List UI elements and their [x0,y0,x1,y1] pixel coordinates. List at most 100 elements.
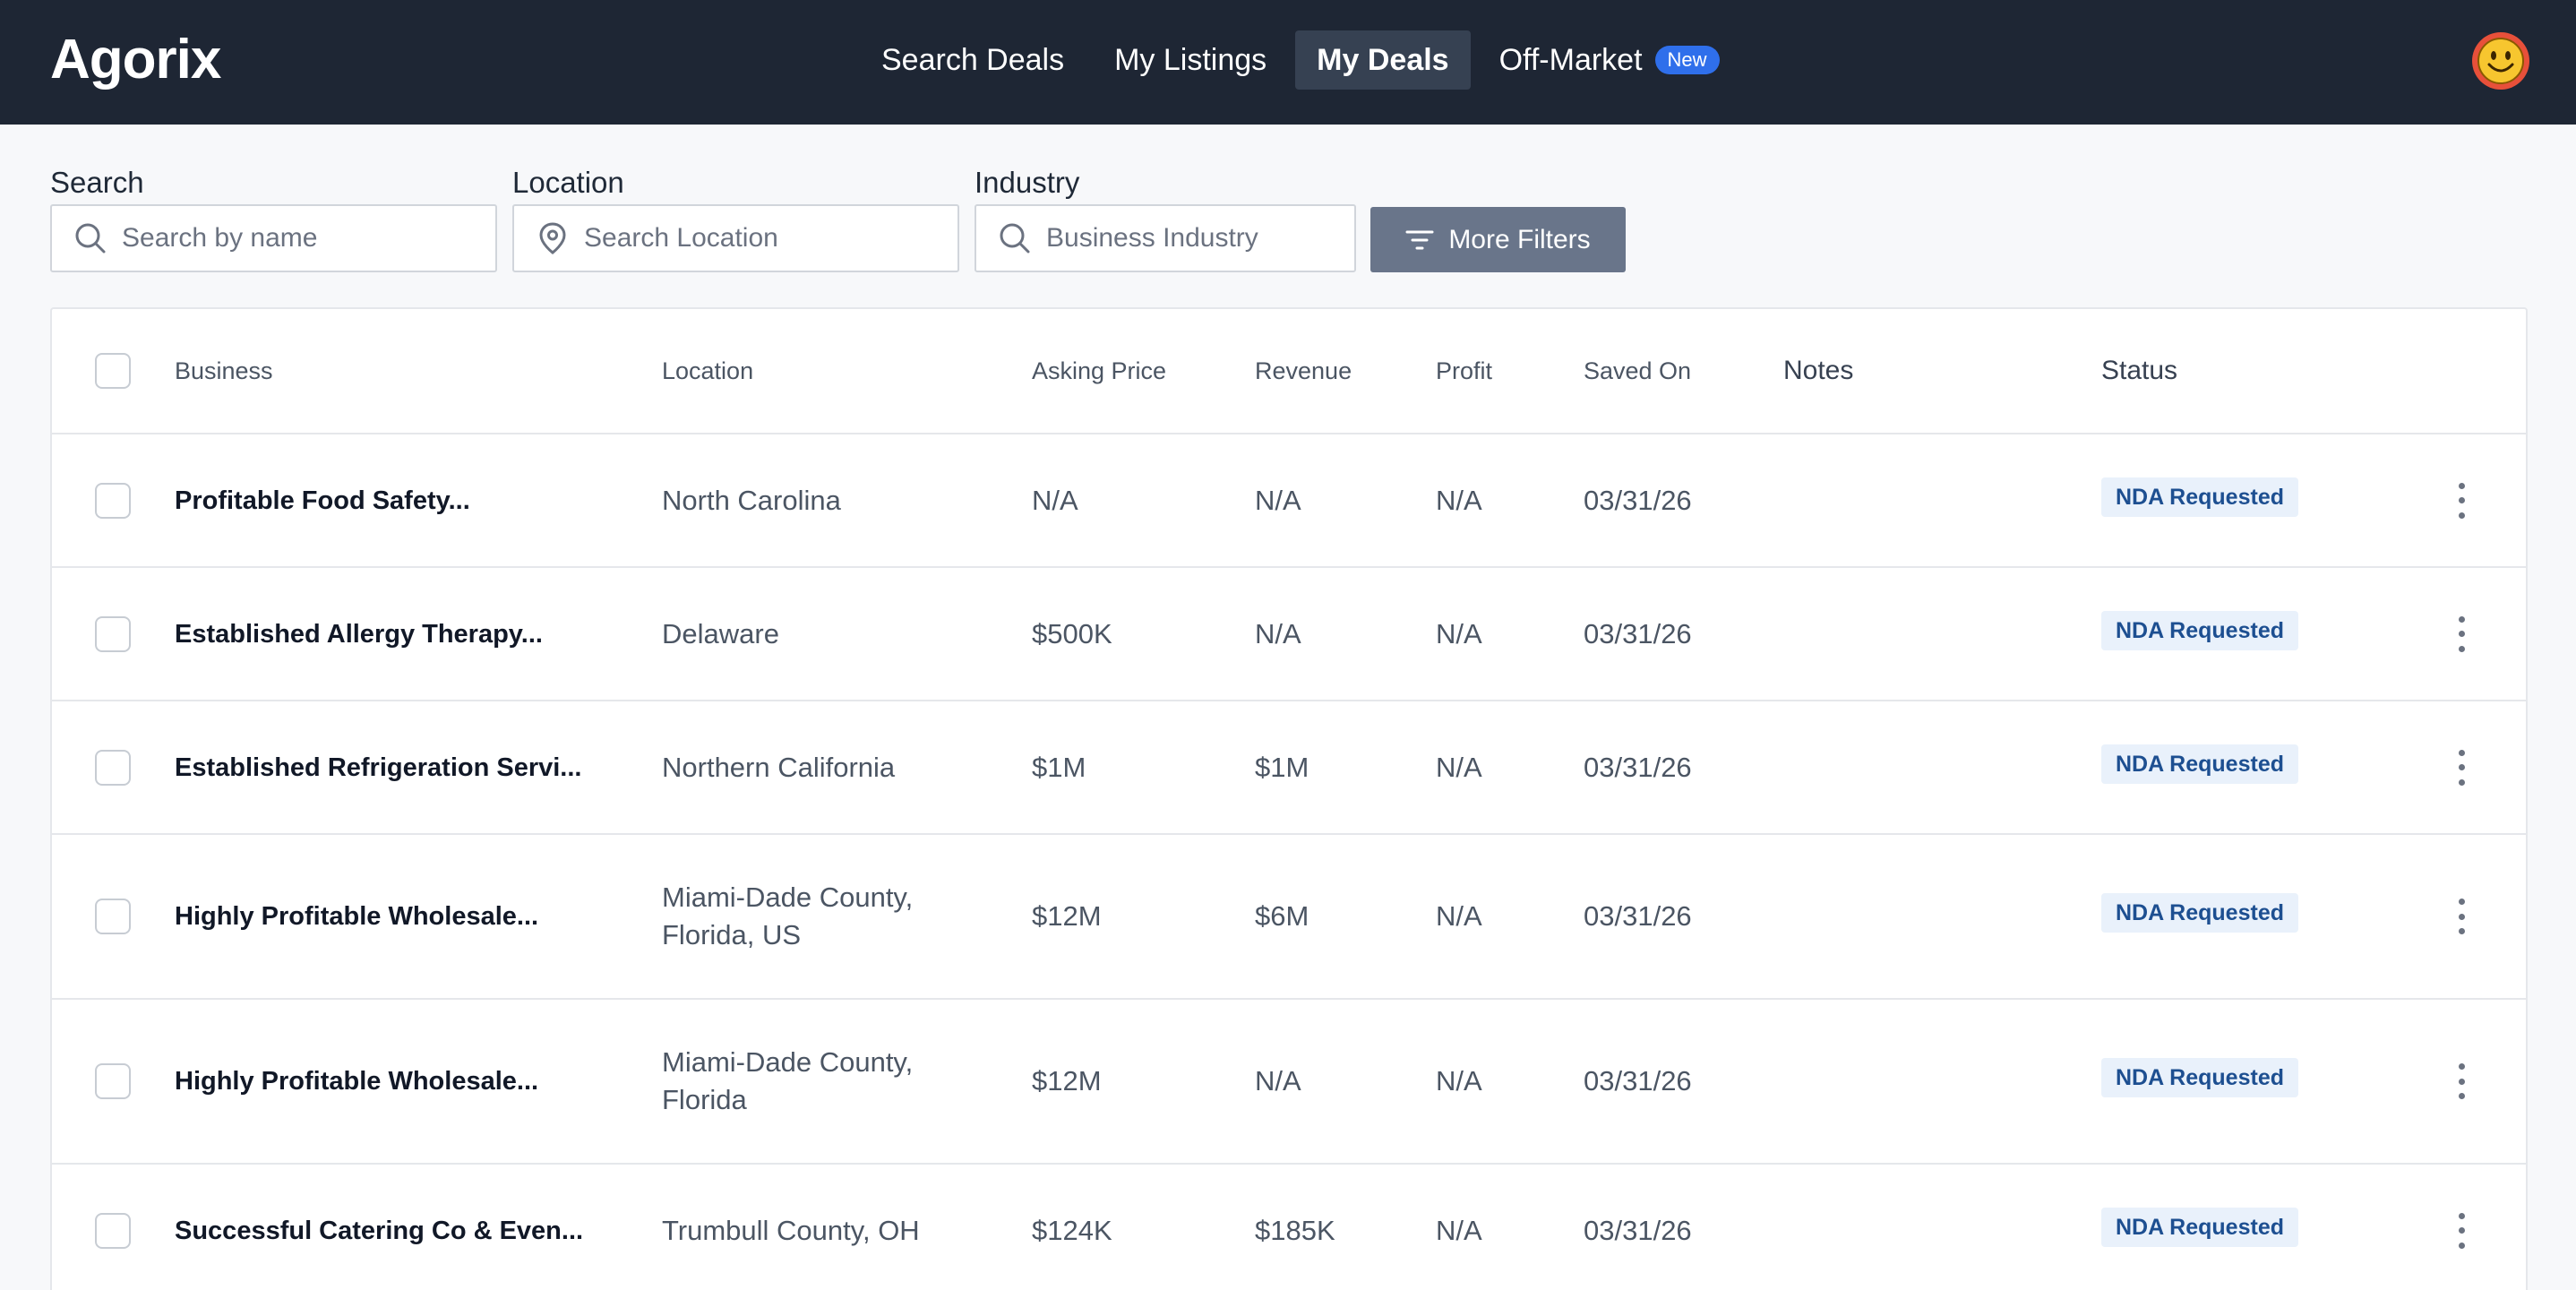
search-input[interactable] [122,223,444,254]
saved-on-value: 03/31/26 [1584,1065,1692,1096]
status-badge: NDA Requested [2101,1058,2298,1097]
status-cell: NDA Requested [2101,744,2298,787]
location-value: Miami-Dade County, Florida [662,1046,914,1115]
smiley-face-icon [2477,38,2524,84]
saved-on-value: 03/31/26 [1584,1214,1692,1246]
select-all-checkbox[interactable] [95,353,131,389]
table-row[interactable]: Profitable Food Safety... North Carolina… [52,434,2526,568]
row-actions-kebab-icon[interactable] [2452,749,2470,786]
asking-price-value: $1M [1032,751,1086,783]
revenue-value: $185K [1255,1214,1335,1246]
deals-table: Business Location Asking Price Revenue P… [50,307,2528,1290]
table-row[interactable]: Established Allergy Therapy... Delaware … [52,568,2526,701]
top-nav-bar: Agorix Search Deals My Listings My Deals… [0,0,2576,125]
industry-input[interactable] [1046,223,1315,254]
profit-value: N/A [1436,617,1482,649]
revenue-value: $1M [1255,751,1309,783]
map-pin-icon [539,222,566,254]
asking-price-value: N/A [1032,484,1078,516]
row-checkbox[interactable] [95,482,131,519]
location-value: North Carolina [662,484,841,516]
status-cell: NDA Requested [2101,1058,2298,1100]
profit-value: N/A [1436,751,1482,783]
status-badge: NDA Requested [2101,610,2298,650]
row-actions-kebab-icon[interactable] [2452,482,2470,519]
column-header-asking-price[interactable]: Asking Price [1032,357,1167,384]
table-row[interactable]: Highly Profitable Wholesale... Miami-Dad… [52,835,2526,1000]
row-checkbox[interactable] [95,749,131,786]
search-label: Search [50,166,144,199]
saved-on-value: 03/31/26 [1584,617,1692,649]
revenue-value: $6M [1255,900,1309,932]
column-header-business[interactable]: Business [175,357,273,384]
profit-value: N/A [1436,900,1482,932]
business-name[interactable]: Established Allergy Therapy... [175,619,543,649]
nav-item-off-market-label: Off-Market [1498,42,1643,77]
column-header-saved-on[interactable]: Saved On [1584,357,1692,384]
location-value: Miami-Dade County, Florida, US [662,882,914,950]
status-badge: NDA Requested [2101,893,2298,933]
location-label: Location [512,166,624,199]
revenue-value: N/A [1255,484,1301,516]
business-name[interactable]: Successful Catering Co & Even... [175,1216,584,1245]
saved-on-value: 03/31/26 [1584,900,1692,932]
row-checkbox[interactable] [95,1212,131,1249]
location-value: Northern California [662,751,896,783]
search-field[interactable] [50,204,497,272]
industry-field[interactable] [975,204,1356,272]
status-cell: NDA Requested [2101,477,2298,520]
row-checkbox[interactable] [95,615,131,652]
column-header-notes: Notes [1783,356,1854,385]
business-name[interactable]: Highly Profitable Wholesale... [175,1067,539,1096]
user-avatar[interactable] [2472,32,2529,90]
asking-price-value: $12M [1032,1065,1102,1096]
nav-item-search-deals[interactable]: Search Deals [881,42,1065,77]
row-actions-kebab-icon[interactable] [2452,615,2470,652]
column-header-status[interactable]: Status [2101,356,2178,385]
status-cell: NDA Requested [2101,610,2298,653]
location-value: Trumbull County, OH [662,1214,920,1246]
saved-on-value: 03/31/26 [1584,484,1692,516]
business-name[interactable]: Highly Profitable Wholesale... [175,902,539,931]
business-name[interactable]: Profitable Food Safety... [175,486,470,515]
row-checkbox[interactable] [95,899,131,934]
status-badge: NDA Requested [2101,744,2298,784]
profit-value: N/A [1436,1065,1482,1096]
filter-lines-icon [1405,230,1434,249]
row-actions-kebab-icon[interactable] [2452,1063,2470,1099]
status-cell: NDA Requested [2101,1207,2298,1250]
nav-item-off-market[interactable]: Off-Market New [1478,30,1741,90]
nav-item-my-listings[interactable]: My Listings [1114,42,1267,77]
row-actions-kebab-icon[interactable] [2452,1212,2470,1249]
asking-price-value: $12M [1032,900,1102,932]
new-badge: New [1654,46,1720,74]
saved-on-value: 03/31/26 [1584,751,1692,783]
table-row[interactable]: Established Refrigeration Servi... North… [52,701,2526,835]
column-header-revenue[interactable]: Revenue [1255,357,1352,384]
profit-value: N/A [1436,1214,1482,1246]
column-header-location[interactable]: Location [662,357,754,384]
app-logo[interactable]: Agorix [50,29,221,90]
asking-price-value: $500K [1032,617,1112,649]
industry-label: Industry [975,166,1080,199]
asking-price-value: $124K [1032,1214,1112,1246]
nav-item-my-deals[interactable]: My Deals [1295,30,1471,90]
table-header-row: Business Location Asking Price Revenue P… [52,309,2526,434]
status-badge: NDA Requested [2101,477,2298,517]
revenue-value: N/A [1255,1065,1301,1096]
row-checkbox[interactable] [95,1063,131,1099]
table-row[interactable]: Successful Catering Co & Even... Trumbul… [52,1165,2526,1290]
status-cell: NDA Requested [2101,893,2298,935]
search-icon [1000,223,1030,254]
location-input[interactable] [584,223,906,254]
business-name[interactable]: Established Refrigeration Servi... [175,752,582,782]
location-value: Delaware [662,617,779,649]
column-header-profit[interactable]: Profit [1436,357,1493,384]
table-row[interactable]: Highly Profitable Wholesale... Miami-Dad… [52,1000,2526,1165]
revenue-value: N/A [1255,617,1301,649]
main-nav: Search Deals My Listings My Deals Off-Ma… [860,30,1748,90]
row-actions-kebab-icon[interactable] [2452,899,2470,934]
more-filters-button[interactable]: More Filters [1370,207,1626,272]
location-field[interactable] [512,204,959,272]
profit-value: N/A [1436,484,1482,516]
